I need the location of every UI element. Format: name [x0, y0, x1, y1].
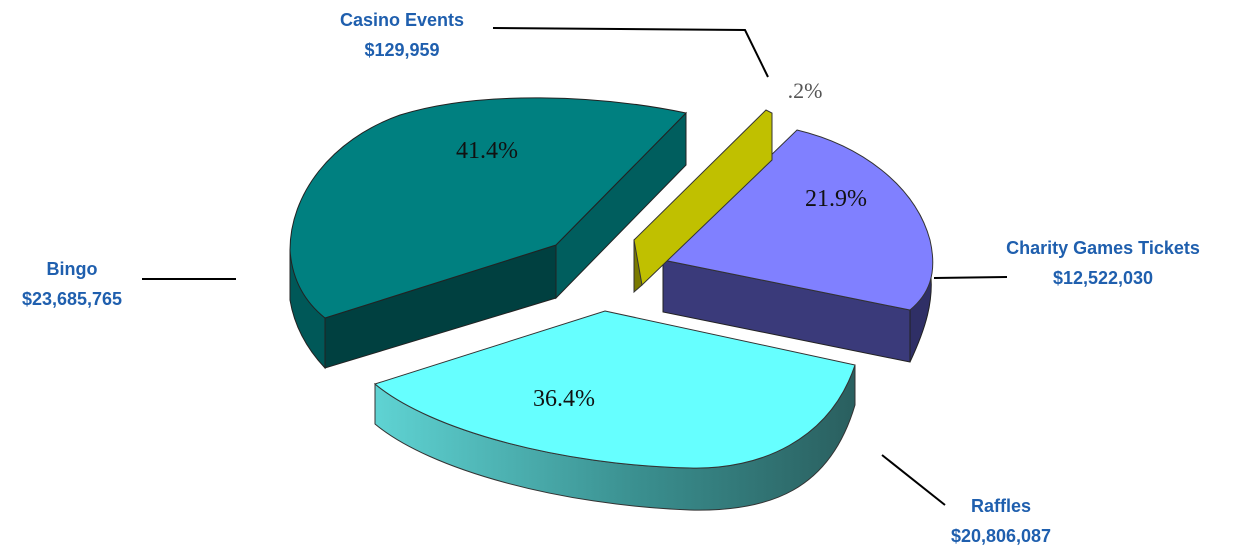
category-value-casino-events: $129,959 — [364, 40, 439, 60]
slice-casino-top — [633, 109, 773, 287]
pct-label-charity: 21.9% — [805, 186, 867, 212]
category-value-bingo: $23,685,765 — [22, 289, 122, 309]
slice-bingo — [289, 97, 687, 370]
category-value-raffles: $20,806,087 — [951, 526, 1051, 546]
slice-raffles — [373, 310, 856, 511]
category-name-charity: Charity Games Tickets — [1006, 238, 1200, 258]
pct-label-casino-events: .2% — [788, 78, 823, 103]
slice-casino-events — [633, 109, 773, 294]
slice-charity-games-tickets — [661, 129, 934, 363]
category-label-casino-events: Casino Events $129,959 — [340, 10, 464, 60]
category-label-charity: Charity Games Tickets $12,522,030 — [1006, 238, 1200, 288]
slice-charity-top — [661, 129, 934, 311]
category-label-bingo: Bingo $23,685,765 — [22, 259, 122, 309]
pct-label-bingo: 41.4% — [456, 138, 518, 164]
category-name-raffles: Raffles — [971, 496, 1031, 516]
category-name-bingo: Bingo — [47, 259, 98, 279]
category-name-casino-events: Casino Events — [340, 10, 464, 30]
slice-raffles-top — [373, 310, 856, 469]
slice-bingo-top — [289, 97, 687, 319]
category-value-charity: $12,522,030 — [1053, 268, 1153, 288]
leader-charity — [933, 276, 1008, 279]
leader-raffles — [881, 454, 946, 506]
pct-label-raffles: 36.4% — [533, 386, 595, 412]
leader-casino-events — [492, 27, 769, 78]
category-label-raffles: Raffles $20,806,087 — [951, 496, 1051, 546]
